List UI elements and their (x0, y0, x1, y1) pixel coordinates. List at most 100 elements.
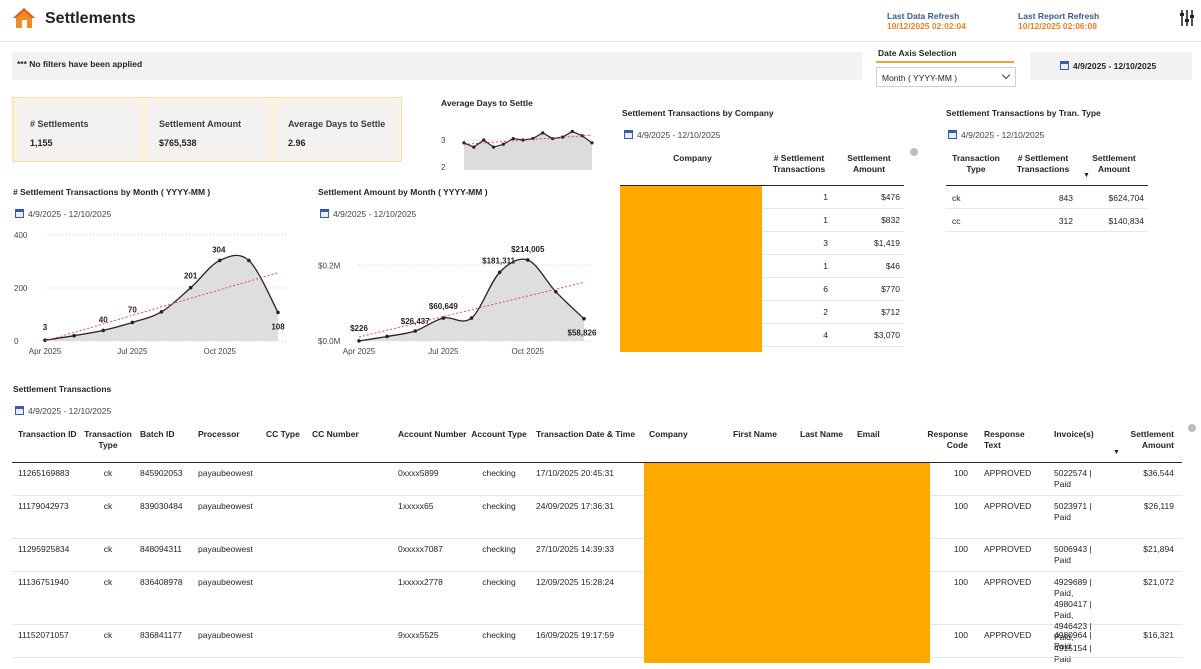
col-header-count[interactable]: # Settlement Transactions (772, 153, 826, 174)
table-row[interactable]: 11136751940 ck 836408978 payaubeowest 1xxxxx… (12, 572, 1182, 664)
date-axis-label: Date Axis Selection (878, 48, 957, 58)
id-cell: 11265169883 (18, 468, 70, 478)
col-header-processor[interactable]: Processor (198, 429, 240, 439)
type-cell: ck (103, 630, 113, 640)
trend-line (44, 272, 279, 342)
data-label: 40 (99, 315, 108, 324)
table-row[interactable]: 6 $770 (762, 278, 904, 301)
data-label: $60,649 (429, 302, 458, 311)
kpi-card-settlement-amount: Settlement Amount $765,538 (147, 102, 269, 159)
acct_type-cell: checking (482, 577, 516, 587)
data-point (385, 334, 389, 339)
count-cell: 1 (823, 215, 828, 225)
processor-cell: payaubeowest (198, 544, 253, 554)
col-header-amount[interactable]: Settlement Amount (1092, 153, 1136, 174)
invoice-cell: 4929689 | Paid, 4980417 | Paid, 4946423 … (1054, 577, 1092, 664)
table-row[interactable]: 11152071057 ck 836841177 payaubeowest 9xxxx5… (12, 625, 1182, 658)
table-row[interactable]: 11265169883 ck 845902053 payaubeowest 0xxxx5… (12, 463, 1182, 496)
table-row[interactable]: ck 843 $624,704 (946, 186, 1148, 209)
count-chart[interactable]: 400 200 0 3 40 70 201 304 108 Apr 2025 Jul 2025 Oct… (8, 226, 293, 360)
kpi-value: 2.96 (288, 138, 306, 148)
data-point (590, 141, 594, 145)
amount-chart[interactable]: $0.2M $0.0M $226 $26,437 $60,649 $181,311 $214… (314, 226, 599, 360)
data-point (101, 328, 106, 333)
data-point (521, 138, 525, 142)
amount-cell: $26,119 (1143, 501, 1174, 511)
col-header-transaction-type[interactable]: Transaction Type (84, 429, 132, 450)
col-header-count[interactable]: # Settlement Transactions (1016, 153, 1070, 174)
data-label: 108 (271, 322, 285, 331)
table-row[interactable]: cc 312 $140,834 (946, 209, 1148, 232)
id-cell: 11295925834 (18, 544, 70, 554)
col-header-batch-id[interactable]: Batch ID (140, 429, 175, 439)
avg-days-chart[interactable]: 3 2 (438, 126, 598, 172)
data-point (472, 145, 476, 149)
kpi-card-settlements: # Settlements 1,155 (18, 102, 140, 159)
redacted-company-names (620, 186, 762, 352)
col-header-company[interactable]: Company (649, 429, 688, 439)
sort-desc-icon[interactable]: ▼ (1113, 449, 1120, 456)
data-point (501, 142, 505, 146)
table-row[interactable]: 1 $832 (762, 209, 904, 232)
table-row[interactable]: 4 $3,070 (762, 324, 904, 347)
count-cell: 6 (823, 284, 828, 294)
table-row[interactable]: 1 $46 (762, 255, 904, 278)
processor-cell: payaubeowest (198, 468, 253, 478)
col-header-cc-number[interactable]: CC Number (312, 429, 359, 439)
x-tick-label: Jul 2025 (117, 347, 148, 356)
col-header-invoice-s[interactable]: Invoice(s) (1054, 429, 1094, 439)
by-tran-type-title: Settlement Transactions by Tran. Type (946, 108, 1101, 118)
col-header-transaction-type[interactable]: Transaction Type (952, 153, 1000, 174)
kpi-label: Average Days to Settle (288, 119, 386, 129)
scroll-indicator[interactable] (1188, 424, 1196, 432)
col-header-account-number[interactable]: Account Number (398, 429, 467, 439)
data-point (497, 270, 502, 275)
transactions-title: Settlement Transactions (13, 384, 112, 394)
date-range-value: 4/9/2025 - 12/10/2025 (1073, 61, 1157, 71)
data-point (469, 316, 474, 320)
type-cell: ck (103, 468, 113, 478)
col-header-cc-type[interactable]: CC Type (266, 429, 300, 439)
amount-cell: $476 (881, 192, 900, 202)
calendar-icon (320, 209, 329, 218)
col-header-settlement-amount[interactable]: Settlement Amount (1130, 429, 1174, 450)
calendar-icon (624, 130, 633, 139)
calendar-icon (15, 209, 24, 218)
area-fill (359, 259, 584, 341)
col-header-first-name[interactable]: First Name (733, 429, 777, 439)
y-tick-label: 3 (441, 136, 446, 145)
col-header-response-code[interactable]: Response Code (927, 429, 968, 450)
table-row[interactable]: 11179042973 ck 839030484 payaubeowest 1xxxxx… (12, 496, 1182, 539)
last-report-refresh-value: 10/12/2025 02:06:08 (1018, 21, 1097, 31)
table-row[interactable]: 3 $1,419 (762, 232, 904, 255)
data-point (582, 316, 586, 321)
home-icon[interactable] (12, 7, 36, 29)
count-cell: 843 (1058, 193, 1073, 203)
scroll-indicator[interactable] (910, 148, 918, 156)
filter-sliders-icon[interactable] (1180, 10, 1194, 26)
col-header-company[interactable]: Company (673, 153, 712, 163)
data-point (276, 310, 280, 315)
data-label: $226 (350, 324, 368, 333)
invoice-cell: 5006943 | Paid (1054, 544, 1092, 565)
col-header-transaction-id[interactable]: Transaction ID (18, 429, 77, 439)
col-header-account-type[interactable]: Account Type (471, 429, 527, 439)
sort-desc-icon[interactable]: ▼ (1083, 172, 1090, 179)
y-tick-label: 200 (14, 284, 28, 293)
redacted-customer-details (644, 463, 930, 663)
amount-cell: $712 (881, 307, 900, 317)
col-header-last-name[interactable]: Last Name (800, 429, 843, 439)
col-header-amount[interactable]: Settlement Amount (847, 153, 891, 174)
table-row[interactable]: 2 $712 (762, 301, 904, 324)
date-axis-dropdown[interactable]: Month ( YYYY-MM ) (876, 67, 1016, 87)
amount-cell: $770 (881, 284, 900, 294)
table-row[interactable]: 1 $476 (762, 186, 904, 209)
date-range-slicer[interactable]: 4/9/2025 - 12/10/2025 (1030, 52, 1192, 80)
transactions-rows: 11265169883 ck 845902053 payaubeowest 0xxxx5… (12, 463, 1182, 669)
page-title: Settlements (45, 10, 136, 27)
table-row[interactable]: 11295925834 ck 848094311 payaubeowest 0xxxxx… (12, 539, 1182, 572)
col-header-transaction-date-time[interactable]: Transaction Date & Time (536, 429, 636, 439)
col-header-response-text[interactable]: Response Text (984, 429, 1025, 450)
col-header-email[interactable]: Email (857, 429, 880, 439)
header-divider (946, 185, 1148, 186)
